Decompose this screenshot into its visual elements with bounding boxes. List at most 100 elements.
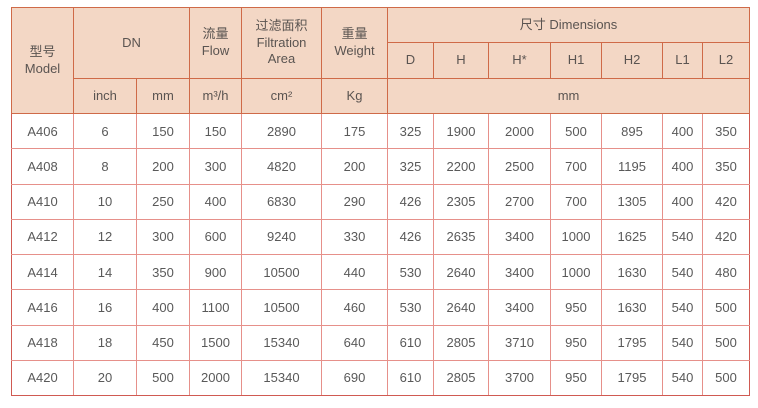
table-row: A414 14 350 900 10500 440 530 2640 3400 1000 1630 5… [11,253,751,291]
cell-d: 530 [387,289,434,326]
unit-dims: mm [386,78,751,114]
cell-l1: 540 [662,324,703,361]
cell-mm: 300 [136,218,190,256]
unit-flow: m³/h [189,78,242,114]
cell-h: 2805 [433,324,489,361]
cell-weight: 200 [321,148,388,185]
cell-weight: 290 [321,183,388,220]
cell-mm: 350 [136,253,190,291]
header-model: 型号 Model [11,7,74,114]
cell-l2: 350 [701,148,751,185]
cell-inch: 12 [73,218,137,256]
cell-area: 15340 [241,359,322,397]
cell-h-star: 2000 [488,112,551,150]
cell-h2: 1630 [601,289,663,326]
table-row: A420 20 500 2000 15340 690 610 2805 3700 950 1795 5… [11,359,751,397]
table-row: A416 16 400 1100 10500 460 530 2640 3400 950 1630 5… [11,289,751,326]
cell-l1: 400 [662,148,703,185]
cell-h1: 950 [550,359,602,397]
table-body: A406 6 150 150 2890 175 325 1900 2000 500 895 400 35… [11,112,751,397]
cell-h-star: 3700 [488,359,551,397]
header-row-2: D H H* H1 H2 L1 L2 [12,42,751,79]
cell-l2: 500 [701,359,751,397]
cell-h: 2640 [433,289,489,326]
cell-area: 6830 [241,183,322,220]
cell-area: 10500 [241,253,322,291]
cell-h-star: 2500 [488,148,551,185]
cell-inch: 16 [73,289,137,326]
cell-mm: 500 [136,359,190,397]
cell-h: 2640 [433,253,489,291]
cell-flow: 1100 [189,289,242,326]
header-row-1: 型号 Model DN 流量 Flow 过滤面积 Filtration Area… [11,7,751,114]
cell-l1: 540 [662,253,703,291]
cell-d: 610 [387,359,434,397]
cell-d: 426 [387,183,434,220]
cell-h2: 1305 [601,183,663,220]
table-header: 型号 Model DN 流量 Flow 过滤面积 Filtration Area… [11,7,751,114]
header-row-units: inch mm m³/h cm² Kg mm [12,78,751,114]
cell-h1: 700 [550,148,602,185]
cell-inch: 14 [73,253,137,291]
cell-weight: 175 [321,112,388,150]
header-filtration-area: 过滤面积 Filtration Area [241,7,322,79]
unit-weight: Kg [321,78,388,114]
table-row: A418 18 450 1500 15340 640 610 2805 3710 950 1795 5… [11,324,751,361]
cell-inch: 6 [73,112,137,150]
cell-model: A406 [11,112,74,150]
cell-h-star: 3400 [488,289,551,326]
cell-flow: 150 [189,112,242,150]
cell-h: 2200 [433,148,489,185]
header-dim-h-star: H* [488,42,551,79]
cell-h1: 950 [550,324,602,361]
cell-h1: 1000 [550,253,602,291]
table-row: A408 8 200 300 4820 200 325 2200 2500 700 1195 400 3… [11,148,751,185]
cell-l1: 400 [662,183,703,220]
cell-flow: 400 [189,183,242,220]
cell-h: 2805 [433,359,489,397]
header-dim-l2: L2 [701,42,751,79]
cell-mm: 200 [136,148,190,185]
cell-h-star: 3710 [488,324,551,361]
cell-model: A408 [11,148,74,185]
unit-inch: inch [73,78,137,114]
header-dimensions: 尺寸 Dimensions [386,7,751,43]
unit-area: cm² [241,78,322,114]
cell-h2: 1795 [601,359,663,397]
cell-h-star: 2700 [488,183,551,220]
cell-h1: 950 [550,289,602,326]
cell-h2: 1795 [601,324,663,361]
cell-h2: 1195 [601,148,663,185]
cell-l2: 500 [701,324,751,361]
cell-mm: 150 [136,112,190,150]
cell-area: 4820 [241,148,322,185]
cell-h: 1900 [433,112,489,150]
cell-h2: 1630 [601,253,663,291]
cell-model: A412 [11,218,74,256]
cell-flow: 900 [189,253,242,291]
cell-d: 325 [387,112,434,150]
cell-l2: 350 [701,112,751,150]
cell-area: 2890 [241,112,322,150]
cell-d: 530 [387,253,434,291]
cell-h2: 1625 [601,218,663,256]
table-row: A412 12 300 600 9240 330 426 2635 3400 1000 1625 54… [11,218,751,256]
cell-inch: 18 [73,324,137,361]
cell-model: A414 [11,253,74,291]
cell-area: 10500 [241,289,322,326]
cell-flow: 1500 [189,324,242,361]
cell-inch: 8 [73,148,137,185]
cell-weight: 330 [321,218,388,256]
cell-l1: 540 [662,289,703,326]
cell-h1: 1000 [550,218,602,256]
cell-weight: 690 [321,359,388,397]
cell-model: A420 [11,359,74,397]
cell-inch: 10 [73,183,137,220]
cell-model: A416 [11,289,74,326]
cell-d: 610 [387,324,434,361]
cell-flow: 2000 [189,359,242,397]
header-dn: DN [73,7,190,79]
cell-weight: 640 [321,324,388,361]
cell-area: 9240 [241,218,322,256]
cell-h: 2305 [433,183,489,220]
